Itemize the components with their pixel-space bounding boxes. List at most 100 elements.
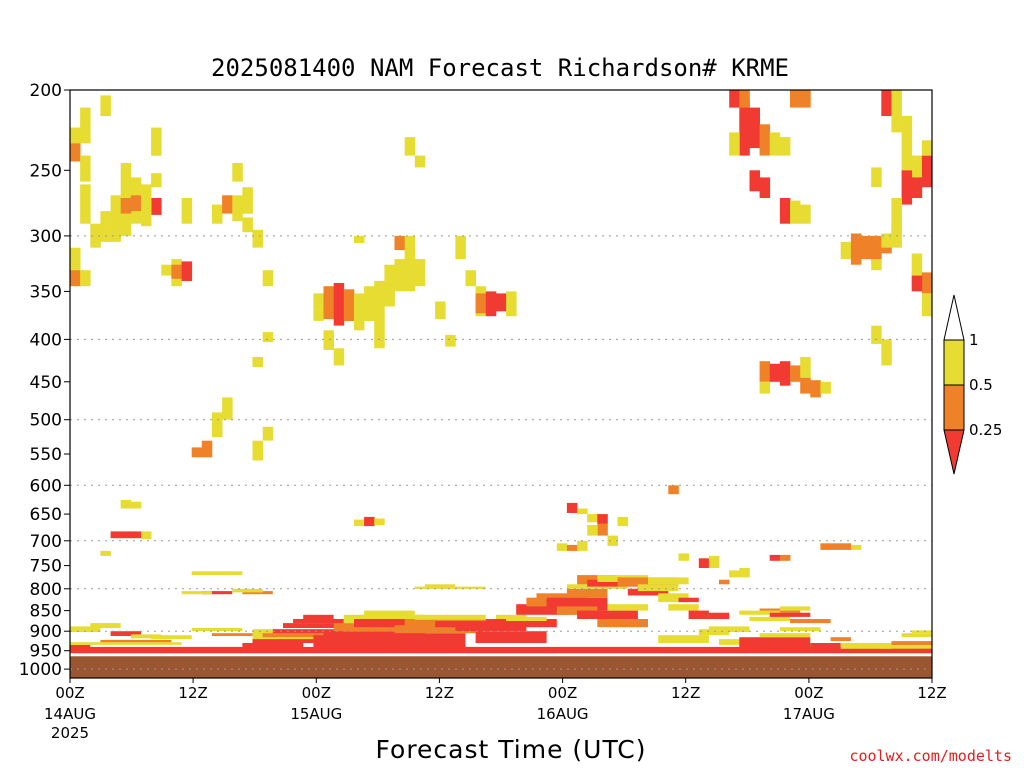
ri-cell bbox=[445, 334, 456, 347]
ri-band bbox=[779, 606, 811, 611]
ri-cell bbox=[120, 500, 132, 509]
ri-band bbox=[648, 577, 689, 585]
ri-cell bbox=[435, 301, 446, 320]
ri-band bbox=[394, 625, 486, 634]
ri-cell bbox=[70, 268, 81, 287]
x-tick-label: 00Z bbox=[794, 684, 823, 702]
ri-cell bbox=[739, 568, 750, 578]
ri-band bbox=[424, 584, 456, 588]
ri-band bbox=[110, 631, 141, 636]
ri-cell bbox=[120, 531, 132, 539]
y-tick-label: 600 bbox=[30, 476, 62, 496]
ri-cell bbox=[881, 233, 892, 248]
ri-cell bbox=[800, 204, 811, 224]
ri-band bbox=[70, 646, 932, 654]
ri-cell bbox=[404, 235, 416, 260]
ri-cell bbox=[871, 259, 882, 271]
ri-cell bbox=[749, 170, 760, 192]
ri-cell bbox=[120, 198, 132, 214]
colorbar-level-label: 1 bbox=[969, 331, 979, 349]
y-tick-label: 400 bbox=[30, 330, 62, 350]
ri-cell bbox=[891, 198, 902, 236]
ri-cell bbox=[313, 293, 324, 310]
ri-cell bbox=[861, 235, 872, 260]
ri-cell bbox=[871, 167, 882, 188]
ri-cell bbox=[232, 163, 243, 182]
colorbar-top-arrow bbox=[943, 294, 965, 341]
ri-cell bbox=[364, 286, 375, 321]
x-tick-date: 16AUG bbox=[537, 705, 589, 723]
ri-band bbox=[607, 604, 649, 611]
ri-band bbox=[678, 597, 699, 603]
ri-band bbox=[201, 591, 233, 595]
ri-band bbox=[698, 629, 730, 636]
ri-band bbox=[70, 642, 182, 645]
ri-band bbox=[627, 588, 669, 596]
ri-cell bbox=[556, 543, 568, 551]
ri-cell bbox=[911, 275, 923, 292]
ri-cell bbox=[871, 325, 882, 344]
x-tick-date: 15AUG bbox=[290, 705, 342, 723]
ri-cell bbox=[333, 283, 345, 326]
ri-band bbox=[739, 637, 811, 649]
ri-cell bbox=[597, 523, 608, 536]
ri-cell bbox=[495, 293, 507, 312]
ri-cell bbox=[252, 440, 263, 461]
ri-cell bbox=[201, 440, 213, 458]
y-tick-label: 1000 bbox=[19, 660, 62, 680]
chart-title: 2025081400 NAM Forecast Richardson# KRME bbox=[211, 54, 789, 82]
ri-cell bbox=[475, 293, 487, 314]
ri-cell bbox=[90, 223, 101, 248]
ri-cell bbox=[394, 235, 405, 250]
ri-cell bbox=[70, 247, 81, 271]
ri-cell bbox=[414, 259, 426, 287]
ri-cell bbox=[759, 361, 771, 382]
ri-band bbox=[130, 634, 162, 639]
ri-cell bbox=[313, 309, 324, 321]
ri-cell bbox=[881, 339, 892, 366]
ri-band bbox=[242, 591, 273, 595]
x-tick-label: 00Z bbox=[55, 684, 84, 702]
ri-cell bbox=[262, 332, 274, 343]
ri-cell bbox=[161, 264, 172, 276]
ri-cell bbox=[343, 289, 355, 321]
ri-cell bbox=[921, 155, 933, 188]
ri-band bbox=[759, 633, 811, 638]
ri-cell bbox=[810, 380, 821, 398]
ri-cell bbox=[921, 272, 933, 294]
ri-band bbox=[90, 623, 121, 628]
ri-band bbox=[769, 612, 811, 617]
colorbar-level-label: 0.25 bbox=[969, 421, 1002, 439]
ri-band bbox=[830, 637, 851, 642]
ri-band bbox=[374, 633, 466, 650]
ri-cell bbox=[333, 348, 345, 366]
ri-cell bbox=[790, 200, 801, 224]
ri-band bbox=[840, 643, 892, 649]
ri-band bbox=[516, 604, 567, 615]
ri-band bbox=[658, 635, 709, 643]
ri-band bbox=[739, 610, 780, 615]
ri-cell bbox=[70, 127, 81, 156]
ri-cell bbox=[698, 558, 710, 568]
ri-cell bbox=[911, 253, 923, 287]
ri-band bbox=[577, 610, 638, 619]
y-tick-label: 500 bbox=[30, 411, 62, 431]
ri-cell bbox=[678, 553, 689, 561]
ri-band bbox=[901, 633, 932, 638]
ri-cell bbox=[597, 514, 608, 524]
y-tick-label: 800 bbox=[30, 580, 62, 600]
ri-cell bbox=[790, 90, 801, 108]
ri-cell bbox=[323, 286, 334, 320]
ri-cell bbox=[901, 170, 913, 205]
ri-cell bbox=[911, 177, 923, 198]
ri-band bbox=[658, 593, 689, 603]
ri-cell bbox=[850, 544, 862, 550]
ri-cell bbox=[130, 501, 142, 509]
ri-band bbox=[587, 579, 638, 587]
ri-cell bbox=[871, 235, 882, 262]
ri-cell bbox=[891, 90, 902, 133]
ri-band bbox=[262, 633, 334, 638]
ri-cell bbox=[252, 357, 263, 368]
plot-frame bbox=[69, 89, 933, 679]
